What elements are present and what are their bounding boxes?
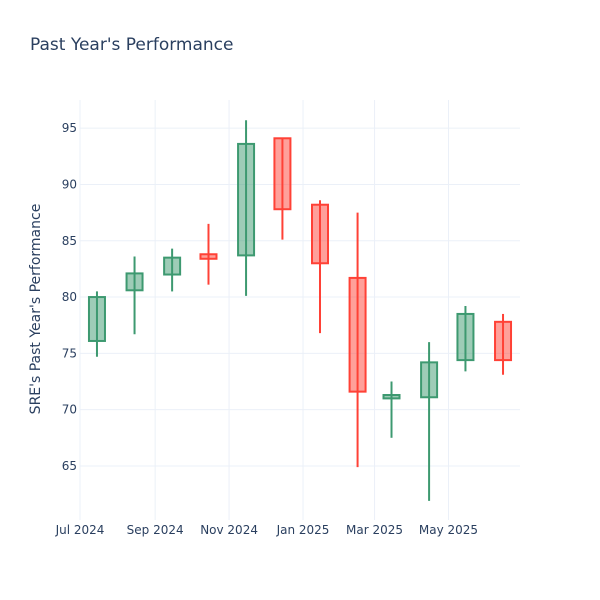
x-tick-label: Nov 2024 [200, 523, 258, 537]
x-tick-label: Mar 2025 [346, 523, 403, 537]
candle-2024-08 [125, 256, 144, 335]
grid-lines [79, 100, 520, 520]
y-axis-label: SRE's Past Year's Performance [28, 204, 44, 415]
candle-body [382, 394, 401, 400]
candle-2024-09 [163, 248, 182, 292]
candle-2025-01 [311, 200, 329, 334]
candle-body [456, 312, 475, 362]
x-tick-label: Jan 2025 [276, 523, 330, 537]
candle-body [348, 276, 367, 393]
y-tick-label: 80 [62, 290, 77, 304]
candle-2024-10 [199, 223, 218, 285]
candle-body [87, 296, 106, 342]
y-tick-label: 85 [62, 234, 77, 248]
candle-2025-05 [456, 306, 475, 372]
x-tick-label: May 2025 [419, 523, 478, 537]
x-tick-label: Jul 2024 [55, 523, 105, 537]
candle-body [494, 320, 513, 362]
x-tick-label: Sep 2024 [127, 523, 184, 537]
y-tick-label: 65 [62, 459, 77, 473]
candle-body [125, 272, 144, 292]
y-axis-ticks: 65 70 75 80 85 90 95 [62, 121, 77, 473]
candle-body [420, 361, 439, 399]
candle-2024-12 [273, 137, 292, 240]
y-tick-label: 75 [62, 346, 77, 360]
candle-body [273, 137, 292, 211]
candle-2024-11 [237, 120, 256, 296]
y-tick-label: 95 [62, 121, 77, 135]
candle-2025-04 [420, 342, 439, 501]
candle-2025-03 [382, 381, 401, 438]
candle-2025-02 [348, 212, 367, 468]
y-tick-label: 70 [62, 403, 77, 417]
y-tick-label: 90 [62, 177, 77, 191]
candle-body [311, 203, 329, 265]
x-axis-ticks: Jul 2024 Sep 2024 Nov 2024 Jan 2025 Mar 2025… [55, 523, 478, 537]
candle-body [199, 253, 218, 260]
candle-2024-07 [87, 291, 106, 357]
candle-body [237, 142, 256, 257]
candles [87, 120, 513, 501]
chart-title: Past Year's Performance [30, 35, 234, 55]
candle-body [163, 256, 182, 276]
candle-2025-06 [494, 313, 513, 375]
